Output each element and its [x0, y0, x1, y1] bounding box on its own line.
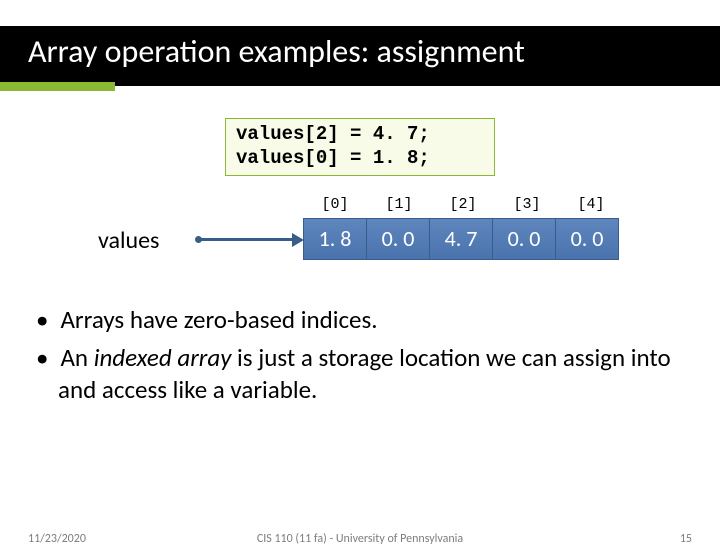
bullet-text: Arrays have zero-based indices. — [60, 304, 377, 335]
index-label: [2] — [431, 196, 495, 213]
code-box: values[2] = 4. 7; values[0] = 1. 8; — [225, 118, 495, 176]
array-cell: 1. 8 — [303, 218, 367, 260]
code-line-1: values[2] = 4. 7; — [236, 123, 484, 147]
index-label: [4] — [559, 196, 623, 213]
bullet-item: Arrays have zero-based indices. — [36, 304, 684, 336]
index-label: [1] — [367, 196, 431, 213]
footer: 11/23/2020 CIS 110 (11 fa) - University … — [0, 532, 720, 546]
footer-center: CIS 110 (11 fa) - University of Pennsylv… — [257, 532, 463, 546]
bullet-text-em: indexed array — [94, 342, 232, 373]
bullet-item: An indexed array is just a storage locat… — [36, 342, 684, 406]
bullet-text-pre: An — [60, 342, 93, 373]
pointer-arrow-line — [200, 238, 294, 241]
array-diagram: [0] [1] [2] [3] [4] values 1. 8 0. 0 4. … — [0, 196, 720, 276]
footer-page-number: 15 — [680, 532, 692, 546]
title-accent-bar — [0, 82, 115, 91]
page-title: Array operation examples: assignment — [0, 20, 720, 71]
index-label: [0] — [303, 196, 367, 213]
array-indices: [0] [1] [2] [3] [4] — [303, 196, 623, 213]
array-cell: 4. 7 — [429, 218, 493, 260]
array-variable-label: values — [98, 226, 159, 255]
bullet-list: Arrays have zero-based indices. An index… — [36, 304, 684, 406]
index-label: [3] — [495, 196, 559, 213]
title-bar: Array operation examples: assignment — [0, 20, 720, 90]
array-cell: 0. 0 — [492, 218, 556, 260]
array-cell: 0. 0 — [366, 218, 430, 260]
array-cells: 1. 8 0. 0 4. 7 0. 0 0. 0 — [303, 218, 619, 260]
code-line-2: values[0] = 1. 8; — [236, 147, 484, 171]
array-cell: 0. 0 — [555, 218, 619, 260]
footer-date: 11/23/2020 — [28, 532, 86, 546]
